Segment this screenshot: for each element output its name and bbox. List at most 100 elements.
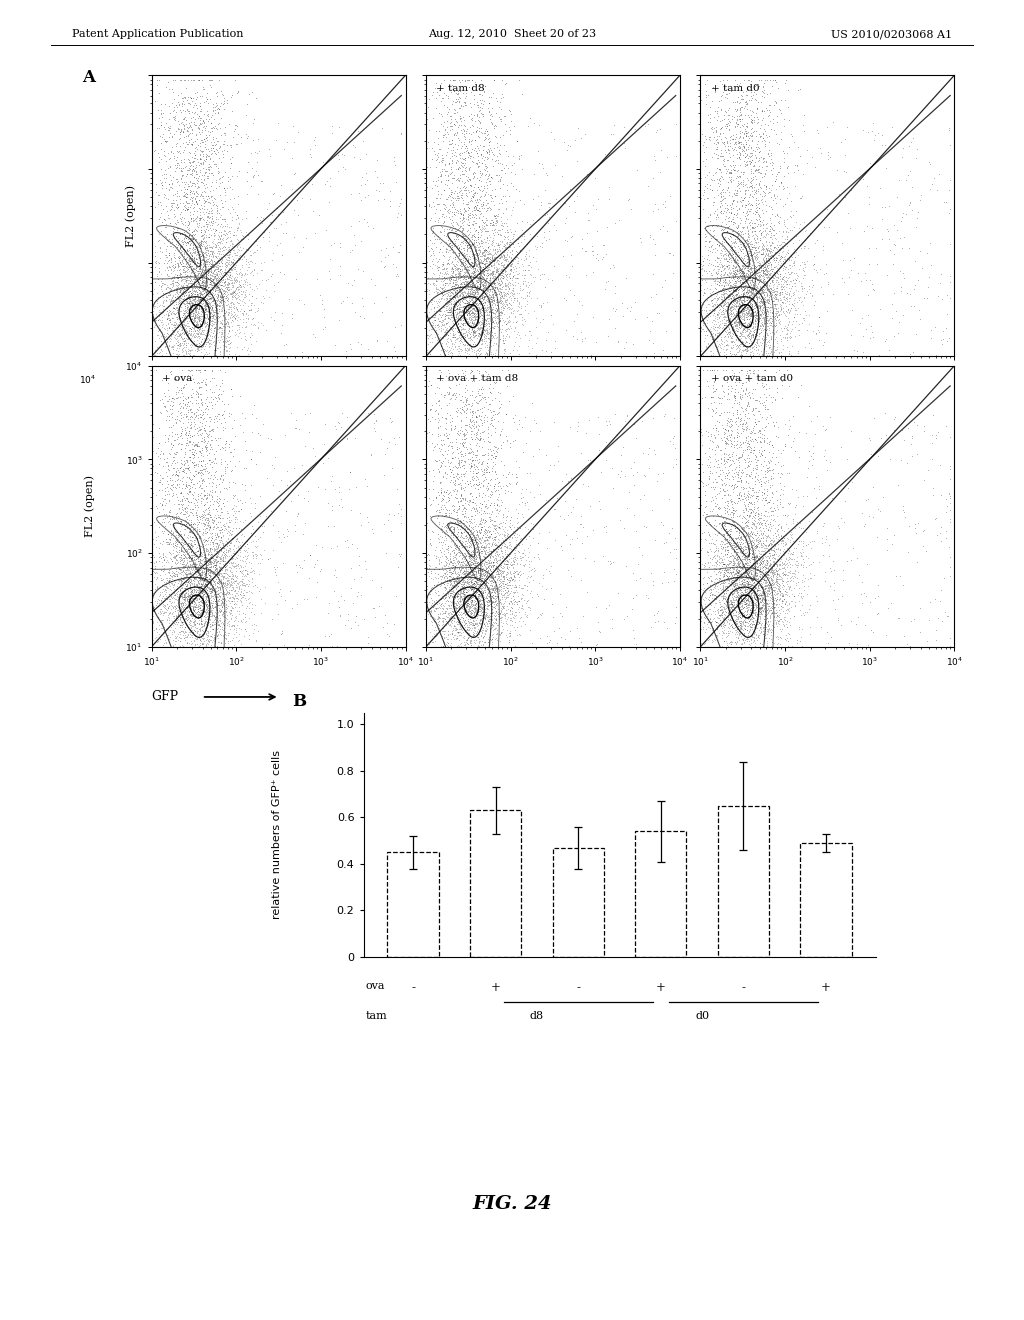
Point	[729, 636, 745, 657]
Point	[740, 323, 757, 345]
Point	[143, 279, 160, 300]
Point	[446, 346, 463, 367]
Point	[556, 288, 572, 309]
Point	[735, 276, 752, 297]
Point	[423, 492, 439, 513]
Point	[737, 539, 754, 560]
Point	[224, 306, 241, 327]
Point	[443, 213, 460, 234]
Point	[715, 145, 731, 166]
Point	[756, 318, 772, 339]
Point	[215, 550, 231, 572]
Point	[709, 297, 725, 318]
Point	[221, 533, 238, 554]
Point	[509, 252, 525, 273]
Point	[473, 517, 489, 539]
Point	[500, 222, 516, 243]
Point	[475, 272, 492, 293]
Point	[732, 601, 749, 622]
Point	[157, 507, 173, 528]
Point	[573, 294, 590, 315]
Point	[454, 322, 470, 343]
Point	[725, 223, 741, 244]
Point	[339, 428, 355, 449]
Point	[167, 611, 183, 632]
Point	[759, 564, 775, 585]
Point	[169, 528, 185, 549]
Point	[493, 554, 509, 576]
Point	[759, 177, 775, 198]
Point	[193, 346, 209, 367]
Point	[724, 294, 740, 315]
Point	[763, 289, 779, 310]
Point	[467, 557, 483, 578]
Point	[484, 284, 501, 305]
Point	[215, 280, 231, 301]
Point	[432, 572, 449, 593]
Point	[181, 597, 198, 618]
Point	[756, 533, 772, 554]
Point	[466, 573, 482, 594]
Point	[193, 183, 209, 205]
Point	[764, 261, 780, 282]
Point	[208, 271, 224, 292]
Point	[466, 216, 482, 238]
Point	[449, 586, 465, 607]
Point	[761, 492, 777, 513]
Point	[500, 599, 516, 620]
Point	[172, 239, 188, 260]
Point	[440, 186, 457, 207]
Point	[179, 517, 196, 539]
Point	[463, 529, 479, 550]
Point	[473, 269, 489, 290]
Point	[184, 444, 201, 465]
Point	[466, 618, 482, 639]
Point	[295, 236, 311, 257]
Point	[474, 334, 490, 355]
Point	[208, 144, 224, 165]
Point	[184, 313, 201, 334]
Point	[668, 539, 684, 560]
Point	[468, 346, 484, 367]
Point	[479, 289, 496, 310]
Point	[221, 343, 238, 364]
Point	[178, 224, 195, 246]
Point	[421, 195, 437, 216]
Point	[230, 325, 247, 346]
Point	[200, 331, 216, 352]
Point	[727, 249, 743, 271]
Point	[692, 297, 709, 318]
Point	[452, 609, 468, 630]
Point	[473, 117, 489, 139]
Point	[752, 141, 768, 162]
Point	[215, 535, 231, 556]
Point	[163, 289, 179, 310]
Point	[446, 517, 463, 539]
Point	[206, 566, 222, 587]
Point	[740, 251, 757, 272]
Point	[758, 259, 774, 280]
Point	[720, 636, 736, 657]
Point	[183, 603, 200, 624]
Point	[175, 378, 191, 399]
Point	[462, 401, 478, 422]
Point	[901, 343, 918, 364]
Point	[170, 433, 186, 454]
Point	[176, 195, 193, 216]
Point	[443, 636, 460, 657]
Point	[229, 337, 246, 358]
Point	[231, 317, 248, 338]
Point	[466, 226, 482, 247]
Point	[424, 232, 440, 253]
Point	[718, 314, 734, 335]
Point	[214, 544, 230, 565]
Point	[424, 577, 440, 598]
Point	[153, 465, 169, 486]
Point	[484, 343, 501, 364]
Point	[166, 570, 182, 591]
Point	[445, 591, 462, 612]
Point	[721, 182, 737, 203]
Point	[166, 297, 182, 318]
Point	[723, 605, 739, 626]
Point	[423, 599, 439, 620]
